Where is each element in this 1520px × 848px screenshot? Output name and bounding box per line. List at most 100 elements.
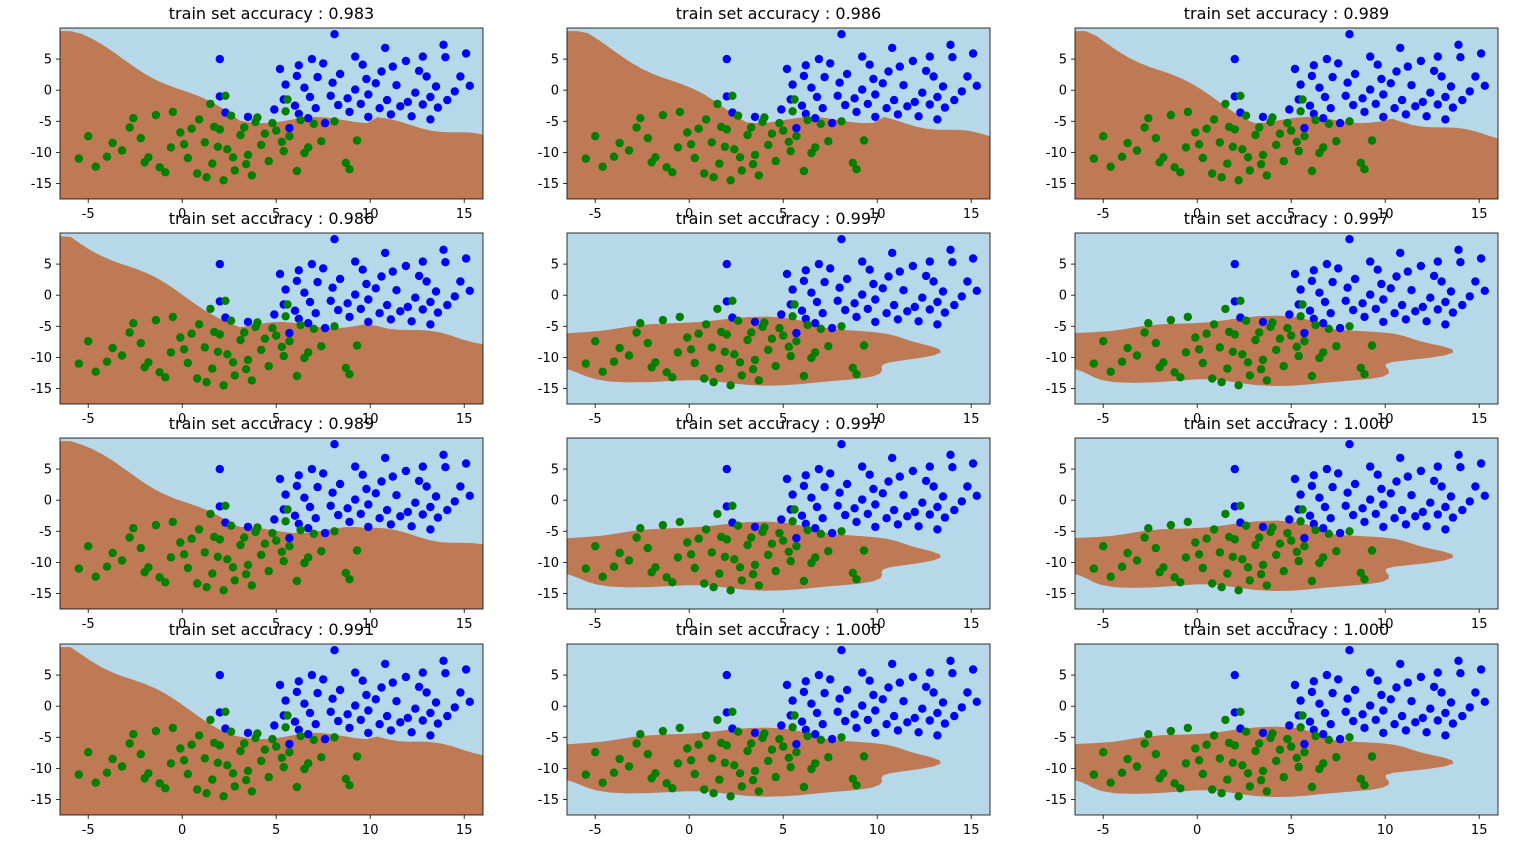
- y-tick-label: -15: [538, 177, 559, 192]
- scatter-point-class-blue: [375, 104, 384, 113]
- scatter-point-class-green: [202, 583, 211, 592]
- scatter-point-class-blue: [921, 66, 931, 76]
- y-tick-label: -15: [1046, 177, 1067, 192]
- x-tick-label: 10: [362, 823, 379, 838]
- scatter-point-class-blue: [1335, 118, 1345, 128]
- scatter-point-class-green: [1367, 136, 1377, 145]
- scatter-point-class-blue: [465, 491, 474, 500]
- scatter-point-class-blue: [307, 464, 317, 474]
- scatter-point-class-blue: [750, 112, 760, 122]
- scatter-point-class-green: [1332, 753, 1341, 762]
- scatter-point-class-blue: [841, 510, 850, 520]
- axes-frame: [566, 437, 991, 610]
- scatter-point-class-green: [1275, 129, 1285, 138]
- scatter-point-class-green: [117, 556, 127, 565]
- scatter-point-class-blue: [311, 104, 320, 113]
- scatter-point-class-blue: [1328, 277, 1337, 287]
- scatter-point-class-blue: [801, 471, 810, 480]
- scatter-point-class-green: [194, 115, 204, 124]
- scatter-point-class-blue: [933, 708, 942, 718]
- scatter-point-class-green: [1298, 95, 1307, 104]
- scatter-point-class-blue: [382, 711, 392, 721]
- scatter-point-class-green: [1215, 343, 1225, 352]
- scatter-point-class-green: [341, 568, 350, 578]
- scatter-point-class-green: [730, 555, 739, 564]
- scatter-point-class-blue: [1345, 235, 1354, 244]
- scatter-point-class-blue: [1300, 123, 1309, 133]
- scatter-point-class-blue: [270, 721, 279, 730]
- scatter-point-class-green: [219, 586, 228, 595]
- scatter-point-class-blue: [910, 713, 919, 723]
- scatter-point-class-blue: [1456, 463, 1465, 472]
- scatter-point-class-green: [1225, 122, 1234, 132]
- y-tick-label: 5: [1059, 258, 1067, 273]
- scatter-point-class-blue: [418, 305, 427, 314]
- scatter-point-class-blue: [335, 69, 345, 79]
- scatter-point-class-blue: [431, 82, 441, 91]
- scatter-point-class-green: [1332, 342, 1341, 351]
- y-tick-label: -15: [538, 382, 559, 397]
- scatter-point-class-green: [701, 320, 711, 329]
- scatter-point-class-green: [709, 173, 718, 182]
- scatter-point-class-blue: [270, 515, 279, 524]
- scatter-point-class-green: [1223, 159, 1232, 168]
- scatter-point-class-green: [1223, 775, 1232, 784]
- scatter-point-class-blue: [1285, 515, 1294, 524]
- scatter-point-class-blue: [1446, 492, 1456, 501]
- scatter-point-class-blue: [364, 90, 373, 99]
- scatter-point-class-green: [1198, 358, 1208, 368]
- scatter-point-class-blue: [1360, 517, 1369, 527]
- x-tick-label: 5: [1287, 823, 1295, 838]
- scatter-point-class-green: [1283, 528, 1292, 538]
- scatter-point-class-green: [632, 533, 641, 542]
- scatter-point-class-blue: [456, 688, 465, 697]
- scatter-point-class-green: [1176, 578, 1185, 587]
- scatter-point-class-green: [1117, 768, 1127, 777]
- scatter-point-class-blue: [1343, 694, 1352, 703]
- scatter-point-class-blue: [1290, 474, 1300, 484]
- scatter-point-class-blue: [439, 40, 448, 49]
- scatter-point-class-green: [1089, 359, 1099, 368]
- scatter-point-class-blue: [858, 290, 867, 299]
- scatter-point-class-green: [260, 129, 270, 138]
- scatter-point-class-blue: [1386, 489, 1396, 498]
- scatter-point-class-green: [647, 363, 656, 372]
- scatter-point-class-blue: [972, 491, 981, 500]
- scatter-point-class-blue: [1379, 500, 1388, 509]
- scatter-point-class-green: [1194, 550, 1204, 559]
- scatter-point-class-green: [125, 328, 134, 337]
- scatter-point-class-blue: [426, 731, 435, 740]
- scatter-point-class-green: [1300, 132, 1309, 141]
- scatter-point-class-green: [581, 564, 590, 573]
- scatter-point-class-blue: [290, 511, 300, 520]
- scatter-point-class-green: [155, 368, 164, 377]
- scatter-point-class-blue: [938, 492, 948, 501]
- scatter-point-class-green: [771, 566, 780, 576]
- y-tick-label: 0: [44, 494, 52, 509]
- scatter-point-class-blue: [1320, 708, 1330, 718]
- scatter-point-class-blue: [1379, 706, 1388, 715]
- scatter-point-class-blue: [1305, 101, 1315, 110]
- scatter-point-class-green: [713, 715, 722, 725]
- scatter-point-class-blue: [871, 112, 880, 122]
- scatter-point-class-green: [230, 166, 239, 175]
- subplot-title: train set accuracy : 0.986: [169, 209, 374, 228]
- x-tick-label: 0: [685, 412, 693, 427]
- scatter-point-class-green: [668, 373, 677, 382]
- scatter-point-class-green: [1245, 782, 1255, 791]
- scatter-point-class-blue: [910, 97, 919, 107]
- scatter-point-class-green: [735, 769, 745, 778]
- scatter-point-class-blue: [1307, 687, 1317, 697]
- scatter-point-class-green: [1217, 583, 1226, 592]
- scatter-point-class-blue: [869, 484, 878, 494]
- scatter-point-class-blue: [1319, 730, 1328, 739]
- scatter-point-class-blue: [933, 525, 942, 534]
- scatter-point-class-blue: [364, 706, 373, 715]
- scatter-point-class-green: [737, 782, 746, 791]
- scatter-point-class-blue: [1373, 60, 1382, 69]
- scatter-point-class-blue: [1326, 720, 1335, 729]
- scatter-point-class-green: [210, 122, 219, 132]
- scatter-point-class-blue: [1285, 721, 1294, 730]
- scatter-point-class-green: [615, 138, 624, 148]
